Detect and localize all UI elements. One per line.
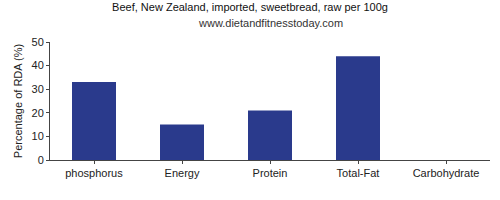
svg-text:phosphorus: phosphorus [65, 167, 123, 179]
svg-text:40: 40 [32, 59, 44, 71]
svg-text:20: 20 [32, 107, 44, 119]
svg-text:Energy: Energy [165, 167, 200, 179]
svg-text:30: 30 [32, 83, 44, 95]
svg-text:10: 10 [32, 130, 44, 142]
svg-text:Percentage of RDA (%): Percentage of RDA (%) [12, 44, 24, 158]
svg-text:Carbohydrate: Carbohydrate [413, 167, 480, 179]
svg-text:Protein: Protein [253, 167, 288, 179]
svg-text:50: 50 [32, 36, 44, 48]
svg-text:Total-Fat: Total-Fat [337, 167, 380, 179]
svg-text:www.dietandfitnesstoday.com: www.dietandfitnesstoday.com [198, 17, 343, 29]
svg-text:0: 0 [38, 154, 44, 166]
svg-text:Beef, New Zealand, imported, s: Beef, New Zealand, imported, sweetbread,… [112, 1, 388, 13]
